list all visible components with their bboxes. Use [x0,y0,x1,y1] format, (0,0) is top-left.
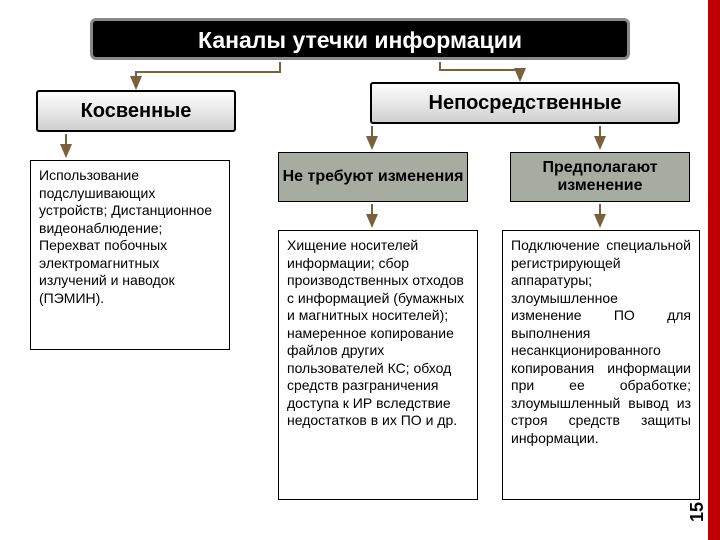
category-indirect: Косвенные [36,90,236,132]
slide-title: Каналы утечки информации [90,18,630,60]
category-direct: Непосредственные [370,82,680,124]
indirect-body: Использование подслушивающих устройств; … [30,160,230,350]
page-number: 15 [687,502,720,522]
slide-accent-bar [708,0,720,540]
subcategory-change: Предполагают изменение [510,152,690,202]
change-body: Подключение специальной регистрирующей а… [502,230,700,500]
subcategory-no-change: Не требуют изменения [278,152,468,202]
no-change-body: Хищение носителей информации; сбор произ… [278,230,478,500]
